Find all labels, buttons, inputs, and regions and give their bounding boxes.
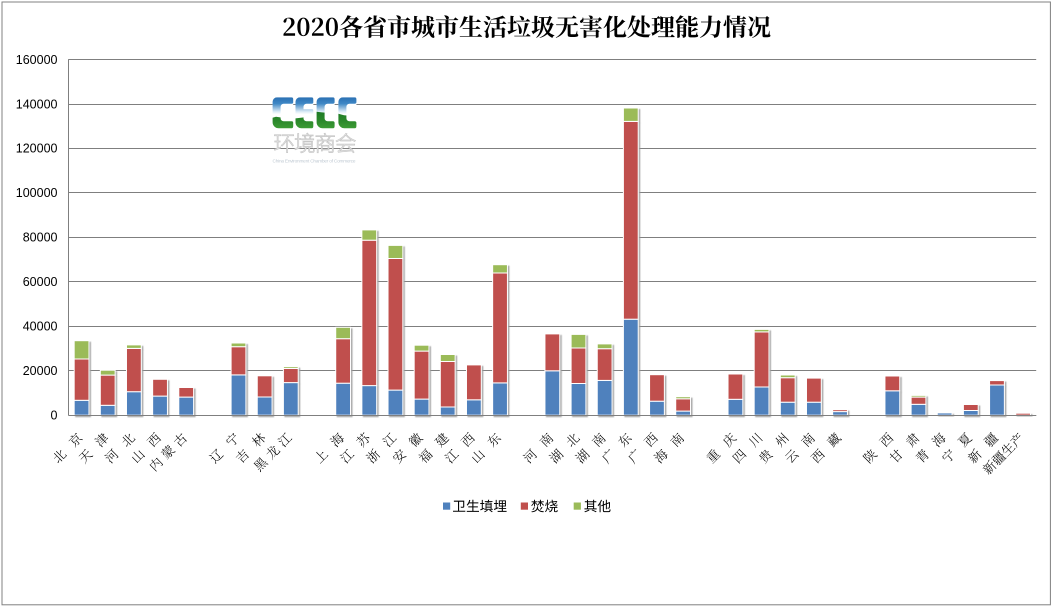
svg-text:140000: 140000	[16, 97, 58, 111]
svg-text:120000: 120000	[16, 142, 58, 156]
svg-text:80000: 80000	[23, 231, 58, 245]
svg-text:0: 0	[51, 408, 58, 422]
svg-text:160000: 160000	[16, 53, 58, 67]
svg-text:40000: 40000	[23, 320, 58, 334]
svg-text:20000: 20000	[23, 364, 58, 378]
svg-text:China Environment Chamber of C: China Environment Chamber of Commerce	[273, 158, 356, 163]
svg-text:60000: 60000	[23, 275, 58, 289]
svg-text:100000: 100000	[16, 186, 58, 200]
